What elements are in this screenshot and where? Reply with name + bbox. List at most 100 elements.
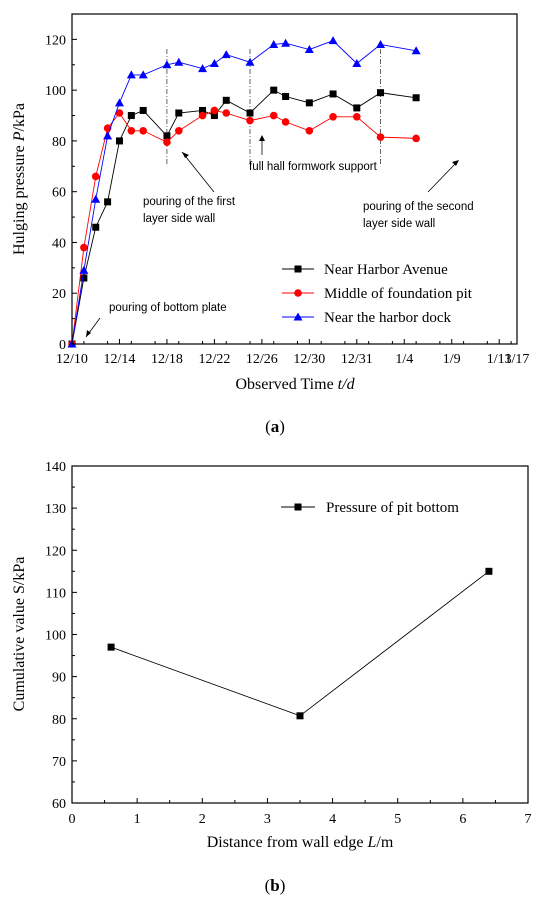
series-line-b bbox=[110, 570, 490, 717]
y-tick-label-b: 70 bbox=[52, 755, 66, 770]
x-tick-label-a: 12/26 bbox=[246, 352, 278, 367]
legend-label: Near the harbor dock bbox=[324, 310, 452, 326]
x-tick-label-a: 1/17 bbox=[505, 352, 530, 367]
data-point-s3 bbox=[221, 50, 231, 59]
x-tick-label-a: 12/10 bbox=[56, 352, 88, 367]
data-point-s1 bbox=[104, 198, 112, 206]
data-point-s1 bbox=[175, 109, 183, 117]
data-point-s2 bbox=[329, 113, 337, 121]
x-tick-label-b: 5 bbox=[394, 812, 401, 827]
data-point-s1 bbox=[139, 106, 147, 114]
x-axis-label-a: Observed Time t/d bbox=[235, 376, 355, 393]
data-point-s1 bbox=[210, 112, 218, 120]
legend-b: Pressure of pit bottom bbox=[281, 500, 459, 516]
data-point-s2 bbox=[353, 113, 361, 121]
annotation-arrow-second-wall bbox=[427, 161, 458, 193]
arrowhead-icon bbox=[86, 330, 91, 337]
data-point-s3 bbox=[269, 39, 279, 48]
data-point-s3 bbox=[352, 59, 362, 67]
data-point-s3 bbox=[304, 45, 314, 54]
data-point-s1 bbox=[163, 132, 171, 140]
data-point-s1 bbox=[305, 99, 313, 107]
legend-label: Pressure of pit bottom bbox=[326, 500, 459, 516]
x-tick-label-b: 4 bbox=[329, 812, 336, 827]
legend-marker bbox=[294, 503, 302, 511]
data-point-s3 bbox=[411, 46, 421, 55]
data-point-s3 bbox=[138, 70, 148, 79]
x-tick-label-b: 6 bbox=[459, 812, 466, 827]
x-tick-label-b: 3 bbox=[264, 812, 271, 827]
annotation-bottom-plate: pouring of bottom plate bbox=[109, 302, 227, 314]
arrowhead-icon bbox=[182, 152, 189, 158]
y-tick-label-a: 80 bbox=[52, 135, 66, 150]
data-point-s3 bbox=[281, 38, 291, 47]
legend-marker bbox=[293, 312, 303, 321]
data-point-s3 bbox=[328, 36, 338, 45]
arrowhead-icon bbox=[452, 160, 459, 166]
event-marker-lines bbox=[166, 49, 381, 167]
x-tick-label-a: 1/4 bbox=[395, 352, 413, 367]
x-tick-label-a: 1/9 bbox=[443, 352, 461, 367]
chart-a: 12/10 12/14 12/18 12/22 12/26 12/30 12/31 1/4 1/… bbox=[11, 13, 530, 436]
x-tick-label-b: 0 bbox=[69, 812, 76, 827]
annotation-first-wall-line2: layer side wall bbox=[143, 213, 215, 225]
annotation-arrow-first-wall bbox=[181, 151, 215, 193]
data-point-s3 bbox=[198, 64, 208, 73]
y-axis-label-b: Cumulative value S/kPa bbox=[11, 557, 28, 712]
data-point-b bbox=[485, 567, 493, 575]
data-point-s3 bbox=[103, 131, 113, 140]
x-tick-label-b: 1 bbox=[134, 812, 141, 827]
data-point-s1 bbox=[329, 90, 337, 98]
data-point-s3 bbox=[162, 60, 172, 69]
plot-frame-b bbox=[71, 465, 529, 804]
annotation-second-wall-line1: pouring of the second bbox=[363, 201, 474, 213]
plot-frame-a bbox=[71, 13, 518, 345]
panel-label-b: (b) bbox=[265, 876, 286, 895]
data-point-s2 bbox=[115, 109, 124, 117]
data-point-s2 bbox=[281, 118, 290, 126]
data-point-s2 bbox=[175, 126, 183, 135]
data-point-s1 bbox=[222, 96, 230, 104]
data-point-s2 bbox=[80, 243, 88, 252]
legend-label: Middle of foundation pit bbox=[324, 286, 473, 302]
arrowhead-icon bbox=[259, 135, 265, 141]
y-tick-label-b: 80 bbox=[52, 713, 66, 728]
data-point-s1 bbox=[353, 104, 361, 112]
data-point-b bbox=[107, 643, 115, 651]
annotation-first-wall-line1: pouring of the first bbox=[143, 196, 236, 208]
y-tick-label-b: 130 bbox=[45, 502, 66, 517]
data-point-s1 bbox=[412, 94, 420, 102]
x-tick-label-a: 12/22 bbox=[198, 352, 230, 367]
x-tick-label-a: 12/30 bbox=[293, 352, 325, 367]
y-axis-label-a: Hulging pressure P/kPa bbox=[11, 103, 28, 255]
y-tick-label-b: 60 bbox=[52, 797, 66, 812]
x-tick-label-b: 7 bbox=[525, 812, 532, 827]
data-point-s2 bbox=[163, 138, 171, 146]
data-point-s3 bbox=[209, 59, 219, 67]
data-point-s3 bbox=[79, 265, 89, 274]
y-tick-label-a: 60 bbox=[52, 186, 66, 201]
panel-label-a: (a) bbox=[265, 417, 285, 436]
legend-marker bbox=[294, 265, 302, 273]
data-point-s2 bbox=[91, 172, 100, 181]
data-point-s3 bbox=[245, 57, 255, 66]
y-tick-label-a: 40 bbox=[52, 236, 66, 251]
data-point-s2 bbox=[210, 106, 219, 115]
data-point-s2 bbox=[305, 126, 314, 135]
chart-b: 0 1 2 3 4 5 6 7 60 70 80 90 100 110 120 130 140 Pressure… bbox=[11, 460, 532, 895]
data-point-s1 bbox=[282, 93, 290, 100]
data-point-s2 bbox=[376, 133, 385, 141]
legend-label: Near Harbor Avenue bbox=[324, 262, 448, 278]
data-point-s1 bbox=[270, 86, 278, 94]
data-point-s3 bbox=[126, 70, 136, 79]
data-point-s2 bbox=[269, 111, 278, 120]
series-line-3 bbox=[71, 40, 417, 345]
data-point-s2 bbox=[139, 126, 147, 135]
data-point-s1 bbox=[115, 137, 123, 145]
data-point-s2 bbox=[198, 111, 207, 120]
legend-marker bbox=[294, 289, 302, 297]
y-tick-label-b: 110 bbox=[46, 586, 66, 601]
y-tick-label-b: 140 bbox=[45, 460, 66, 475]
data-point-s1 bbox=[80, 274, 88, 282]
data-point-s1 bbox=[92, 223, 100, 231]
